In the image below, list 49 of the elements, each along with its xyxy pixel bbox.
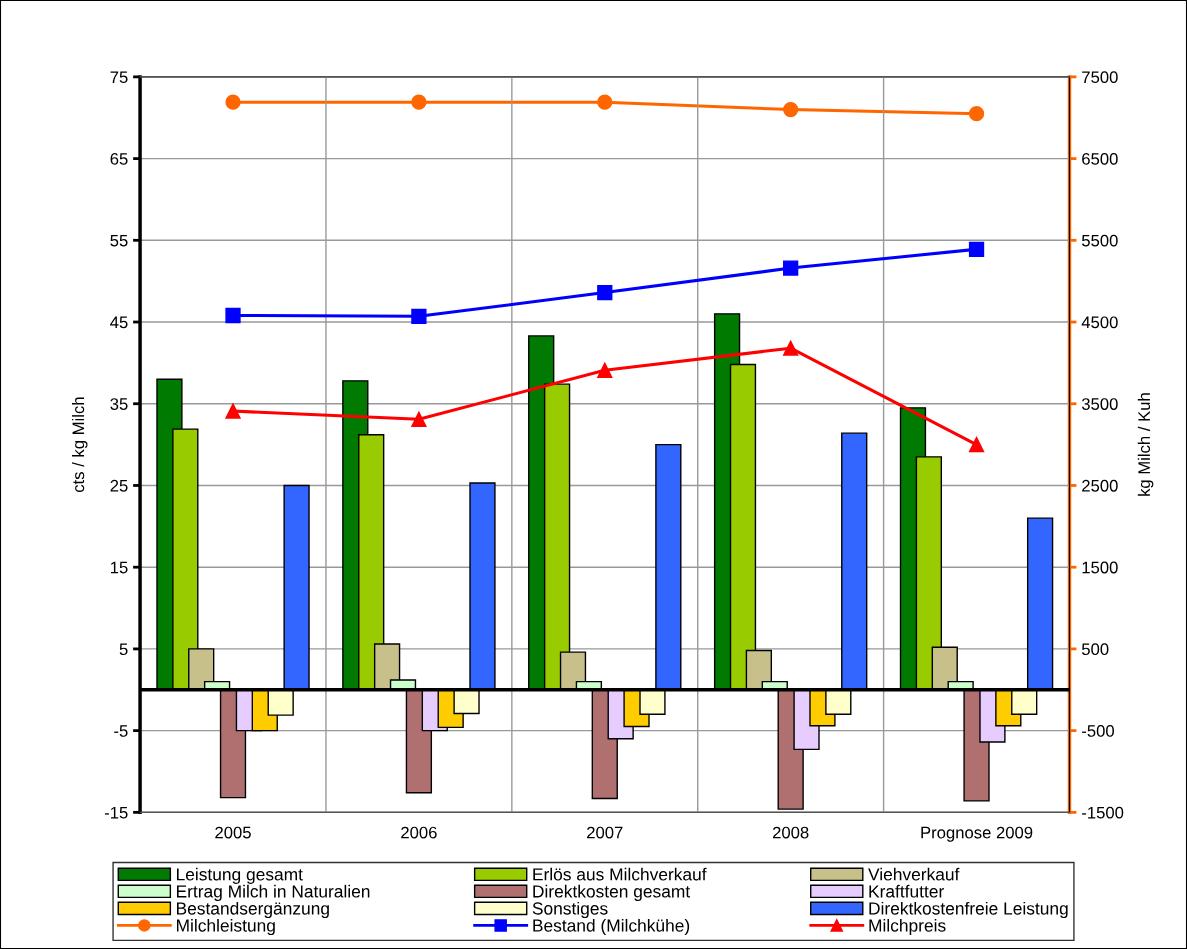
y2-tick-label: 5500 bbox=[1081, 234, 1118, 247]
legend-label: Viehverkauf bbox=[868, 867, 960, 881]
y2-tick-label: 4500 bbox=[1081, 316, 1118, 329]
x-tick-label: 2008 bbox=[772, 826, 809, 839]
y-tick-label: 5 bbox=[119, 643, 128, 656]
y-tick-label: -15 bbox=[104, 806, 128, 819]
y-axis-title: cts / kg Milch bbox=[71, 397, 88, 493]
y2-tick-label: 3500 bbox=[1081, 398, 1118, 410]
y2-tick-label: -1500 bbox=[1082, 806, 1124, 819]
y-tick-label: 45 bbox=[110, 316, 128, 329]
x-tick-label: Prognose 2009 bbox=[921, 826, 1033, 842]
x-tick-label: 2006 bbox=[401, 826, 437, 839]
legend-label: Sonstiges bbox=[532, 901, 608, 919]
point bbox=[225, 307, 241, 324]
y-tick-label: 65 bbox=[110, 152, 128, 165]
legend-label: Leistung gesamt bbox=[177, 867, 303, 884]
point bbox=[411, 411, 427, 427]
y2-tick-label: 2500 bbox=[1082, 479, 1118, 492]
y-tick-label: 35 bbox=[110, 398, 128, 410]
legend-label: Bestandsergänzung bbox=[177, 901, 329, 919]
legend-label: Milchpreis bbox=[869, 918, 946, 936]
point bbox=[968, 241, 985, 257]
y-tick-label: 55 bbox=[110, 234, 128, 247]
legend-label: Erlös aus Milchverkauf bbox=[533, 867, 707, 881]
legend-label: Kraftfutter bbox=[869, 884, 944, 898]
y2-tick-label: 500 bbox=[1081, 643, 1109, 656]
point bbox=[783, 340, 799, 356]
point bbox=[597, 284, 613, 301]
y2-tick-label: 1500 bbox=[1082, 561, 1118, 574]
y-tick-label: 25 bbox=[110, 479, 128, 492]
legend-label: Direktkostenfreie Leistung bbox=[869, 901, 1068, 919]
legend-label: Bestand (Milchkühe) bbox=[533, 918, 690, 936]
y2-axis-title: kg Milch / Kuh bbox=[1137, 393, 1154, 496]
point bbox=[597, 362, 613, 378]
legend-label: Ertrag Milch in Naturalien bbox=[177, 884, 370, 902]
x-tick-label: 2005 bbox=[215, 826, 251, 839]
y-tick-label: 15 bbox=[110, 561, 128, 574]
legend-label: Direktkosten gesamt bbox=[533, 884, 691, 902]
y-tick-label: 75 bbox=[110, 71, 128, 84]
point bbox=[225, 403, 241, 419]
point bbox=[783, 260, 799, 276]
point bbox=[968, 436, 985, 453]
point bbox=[411, 308, 427, 324]
legend-label: Milchleistung bbox=[177, 918, 275, 936]
y2-tick-label: -500 bbox=[1082, 725, 1114, 737]
y2-tick-label: 6500 bbox=[1082, 152, 1118, 165]
y2-tick-label: 7500 bbox=[1082, 71, 1118, 84]
y-tick-label: -5 bbox=[114, 725, 128, 737]
x-tick-label: 2007 bbox=[587, 826, 623, 839]
